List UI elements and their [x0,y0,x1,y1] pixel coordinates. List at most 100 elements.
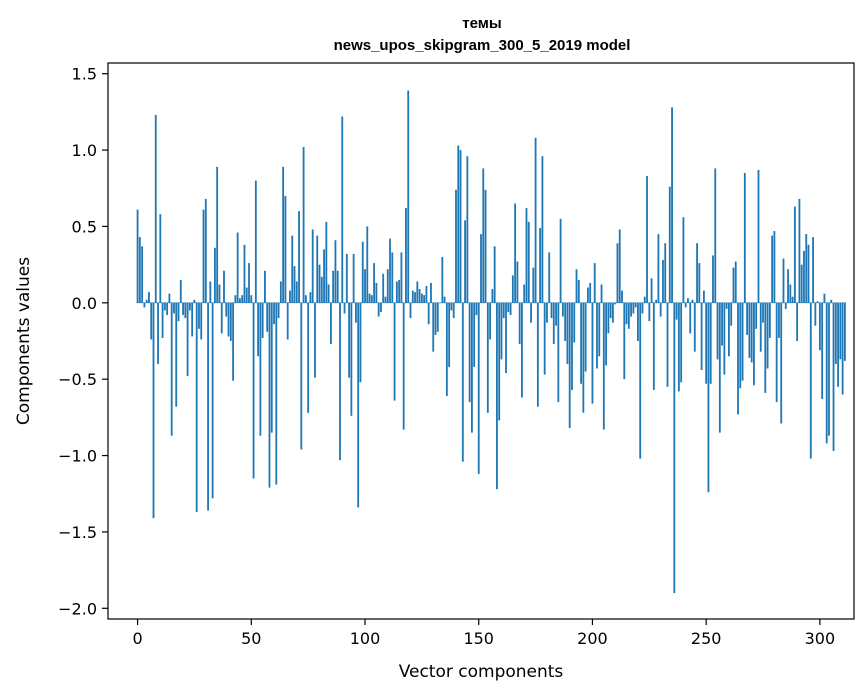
bar-284 [782,258,785,303]
bar-278 [768,302,771,338]
bar-108 [382,273,385,303]
bar-206 [605,302,607,366]
bar-115 [398,279,401,303]
bar-86 [332,270,335,303]
bar-222 [641,302,644,314]
bar-276 [764,302,767,393]
bar-114 [395,281,398,303]
bar-29 [202,209,205,303]
bar-113 [393,302,396,401]
bar-267 [743,172,746,303]
bar-204 [600,284,603,303]
bar-266 [741,302,744,381]
y-tick-label: −1.0 [58,447,97,466]
bar-253 [712,255,714,303]
bar-281 [775,302,778,403]
bar-5 [148,292,150,303]
bar-219 [634,302,637,308]
bar-277 [766,302,769,369]
bar-104 [373,263,376,303]
bar-189 [566,302,569,364]
y-tick-label: 0.5 [72,217,97,236]
bar-39 [225,302,228,317]
bar-252 [709,302,712,384]
bar-164 [509,302,512,316]
bar-131 [434,302,437,335]
bar-264 [737,302,739,415]
x-tick-label: 200 [577,629,608,648]
bar-291 [798,198,801,303]
bar-26 [195,302,198,513]
bar-8 [154,114,157,303]
y-axis-label: Components values [14,257,34,425]
bar-287 [789,284,792,303]
bar-129 [430,282,432,303]
bar-49 [248,263,250,303]
bar-286 [787,269,789,303]
bar-210 [614,302,617,305]
bar-197 [584,302,587,372]
bar-160 [500,302,503,360]
bar-106 [377,302,380,317]
bar-176 [536,302,539,407]
bar-100 [364,269,366,303]
bar-178 [541,156,544,303]
bar-228 [655,299,658,303]
bar-122 [414,292,416,303]
bar-169 [521,302,523,398]
bar-203 [598,302,601,357]
bar-171 [525,208,528,303]
bar-229 [657,234,660,303]
bar-146 [468,302,471,403]
bar-148 [473,302,476,367]
bar-109 [384,296,387,303]
bar-7 [152,302,155,519]
bar-145 [466,156,469,303]
bar-89 [339,302,341,461]
bar-16 [173,302,175,314]
bar-59 [270,302,273,433]
bar-269 [748,302,751,358]
bar-99 [361,241,364,303]
bar-21 [184,302,187,319]
bar-24 [191,302,194,337]
x-tick-label: 150 [463,629,494,648]
bar-31 [207,302,209,511]
bar-125 [420,293,423,303]
bar-232 [664,243,667,303]
bar-58 [268,302,271,488]
bar-41 [229,302,232,341]
bar-244 [691,299,694,303]
bar-38 [223,270,225,303]
bar-92 [345,253,348,303]
bar-116 [400,252,403,303]
bar-165 [511,275,514,303]
bar-216 [627,302,630,329]
bar-275 [762,302,764,323]
bar-147 [470,302,473,433]
bar-17 [175,302,178,407]
bar-151 [480,234,482,303]
bar-107 [380,302,382,312]
bar-258 [723,302,726,375]
bar-158 [496,302,498,490]
bar-44 [236,232,239,303]
bar-268 [746,302,749,335]
bar-296 [809,302,812,459]
bar-265 [739,302,742,389]
bar-33 [211,302,214,499]
bar-66 [286,302,289,340]
bar-207 [607,302,610,334]
bar-35 [216,166,219,303]
bar-201 [593,263,596,303]
bar-112 [391,252,394,303]
bar-306 [832,302,835,451]
bar-137 [448,302,451,367]
bar-14 [168,293,171,303]
bar-304 [828,302,830,436]
bar-272 [755,302,758,329]
bar-167 [516,261,519,303]
bar-6 [150,302,153,340]
bar-218 [632,302,635,314]
